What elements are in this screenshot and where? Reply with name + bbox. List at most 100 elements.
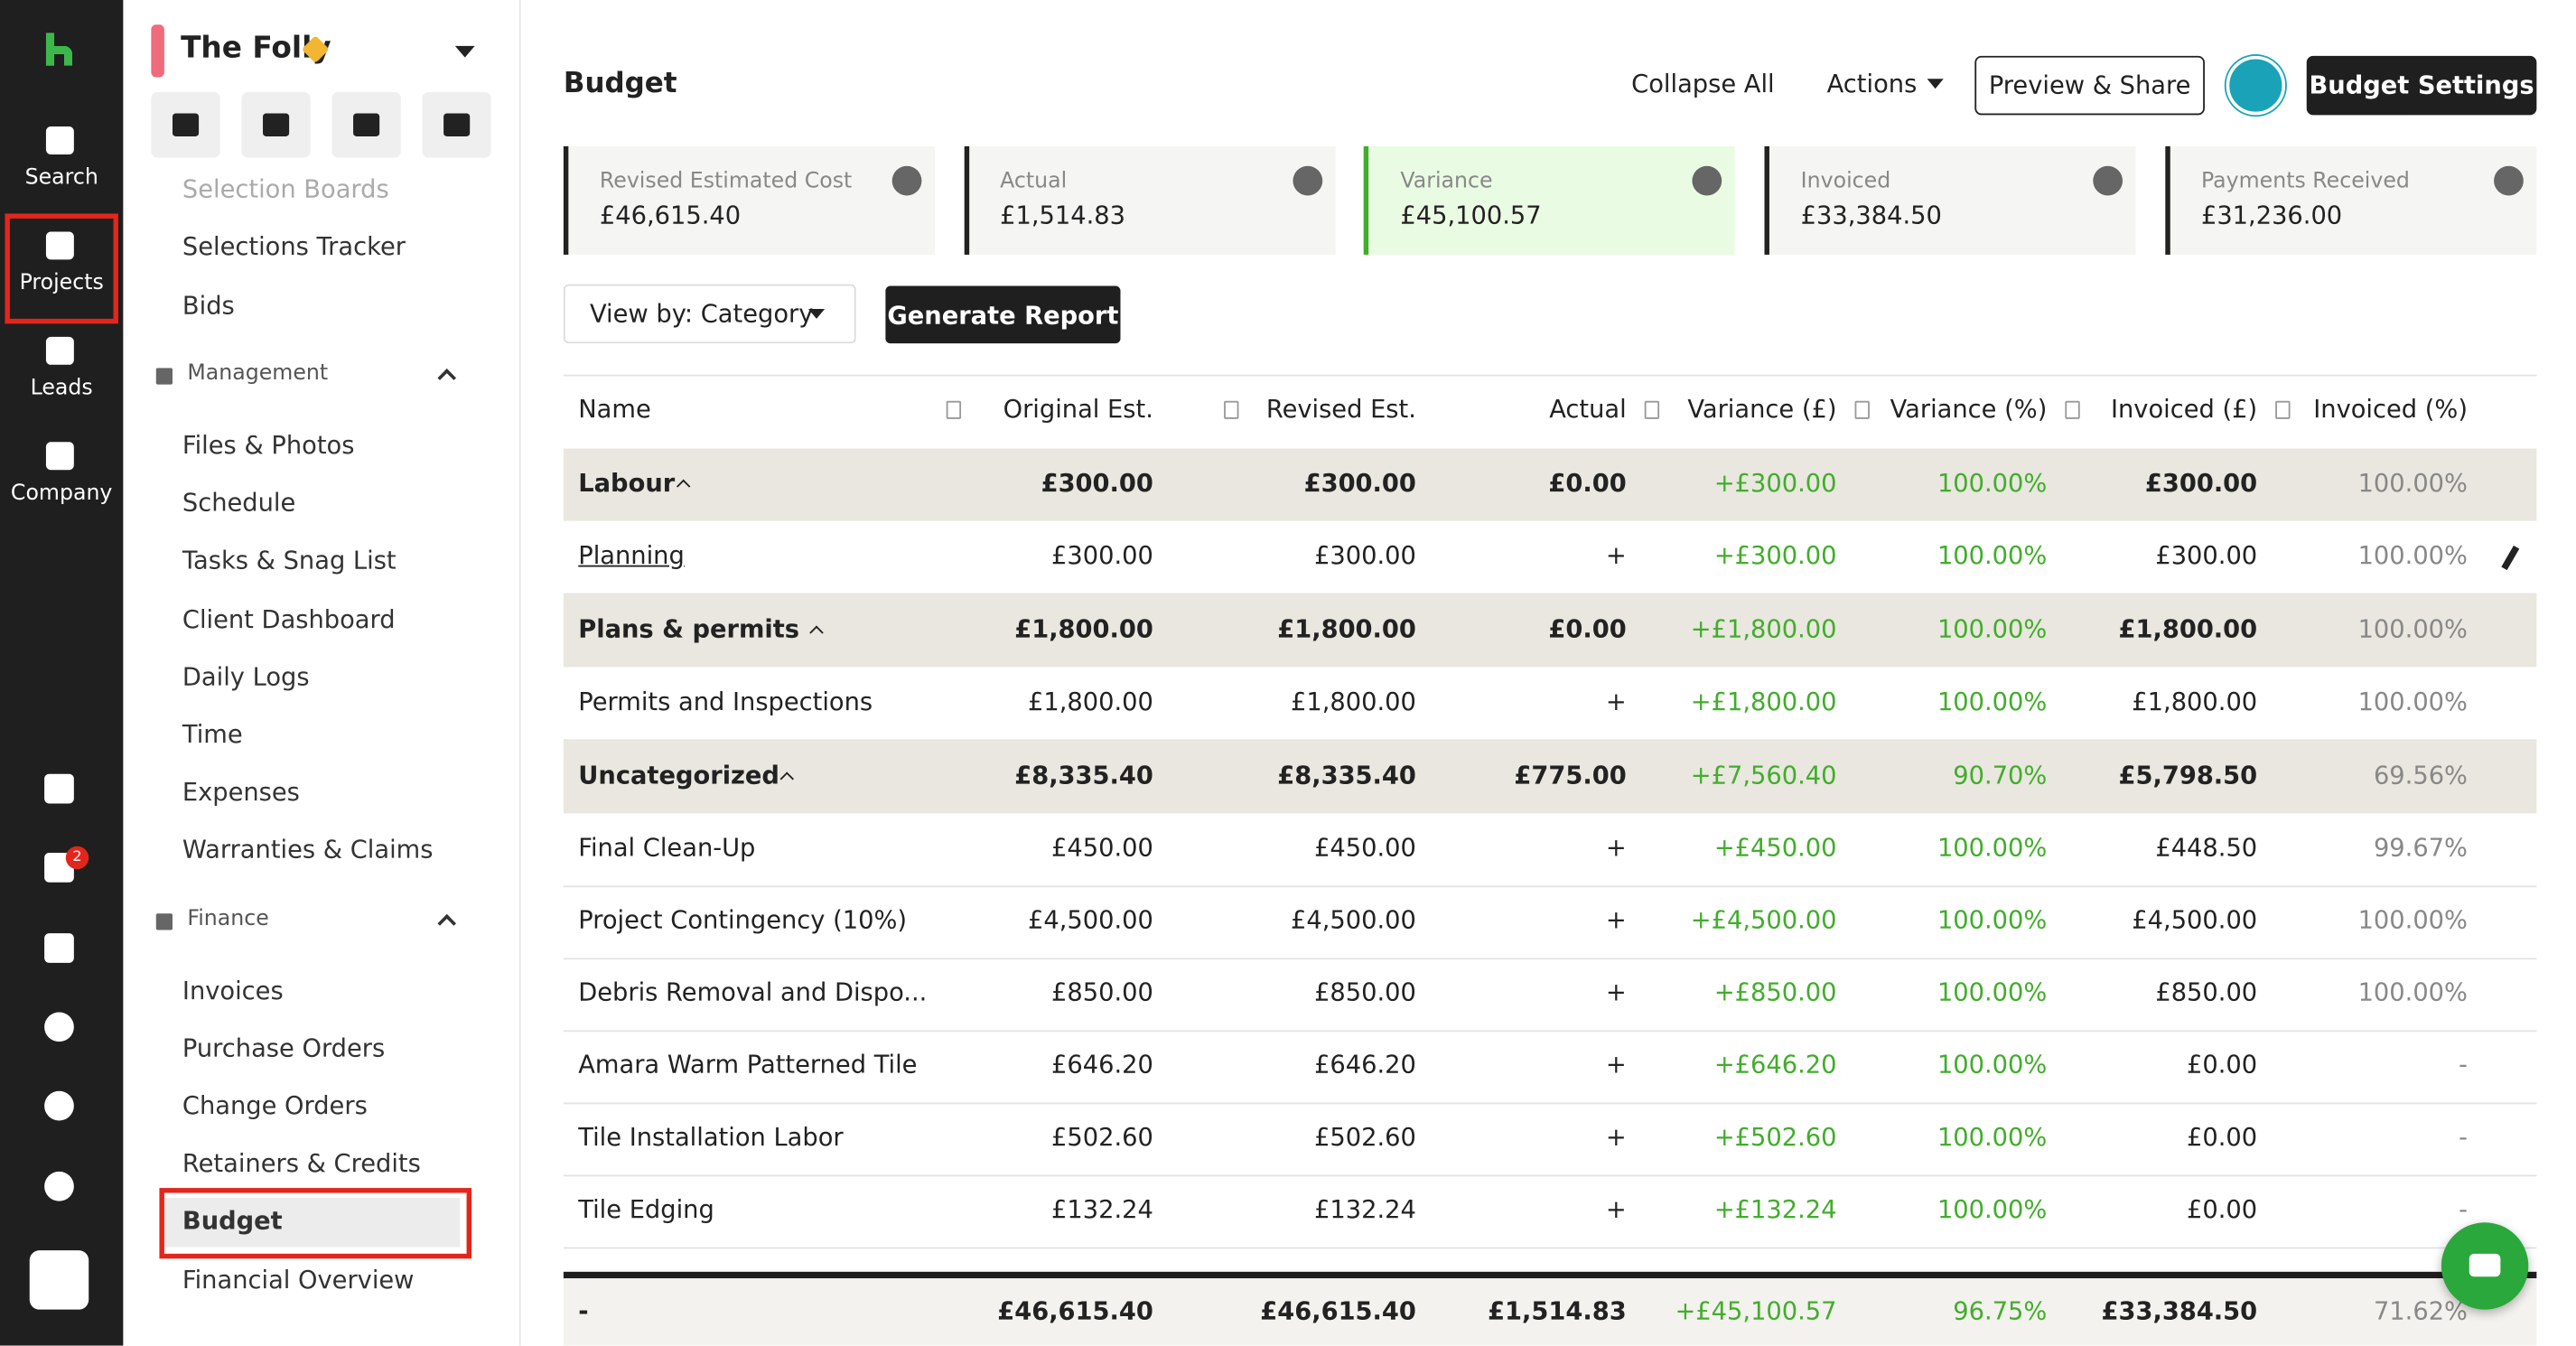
card-label: Invoiced <box>1800 169 1891 194</box>
info-icon[interactable] <box>891 165 922 196</box>
nav-icon[interactable] <box>44 1090 74 1121</box>
tool-button[interactable] <box>422 91 491 158</box>
tool-button[interactable] <box>331 91 401 158</box>
cell: £0.00 <box>2187 1122 2258 1153</box>
column-icon <box>1223 400 1239 419</box>
cell-name: Final Clean-Up <box>578 833 756 863</box>
cell: Invoiced (£) <box>2110 394 2258 425</box>
cell: £132.24 <box>1314 1194 1416 1225</box>
menu-item[interactable]: Financial Overview <box>182 1264 415 1295</box>
menu-item[interactable]: Bids <box>182 290 235 320</box>
nav-label[interactable]: Company <box>10 481 113 507</box>
row-border <box>563 1247 2537 1249</box>
cell: £46,615.40 <box>997 1296 1153 1326</box>
generate-report[interactable]: Generate Report <box>885 285 1121 344</box>
project-sidebar: The Folly Selection Boards Selections Trac… <box>123 0 521 1346</box>
cell: £4,500.00 <box>1028 905 1153 935</box>
menu-item[interactable]: Change Orders <box>182 1090 368 1121</box>
menu-item[interactable]: Client Dashboard <box>182 603 396 634</box>
info-icon[interactable] <box>1693 165 1722 196</box>
nav-label[interactable]: Search <box>24 165 98 191</box>
cell: £46,615.40 <box>1260 1296 1416 1326</box>
cell: 100.00% <box>1937 1194 2048 1225</box>
menu-item[interactable]: Schedule <box>182 488 296 519</box>
tool-icon <box>353 113 380 136</box>
actions-caret <box>1927 79 1944 89</box>
menu-item[interactable]: Retainers & Credits <box>182 1148 421 1179</box>
nav-icon[interactable] <box>44 1012 74 1042</box>
info-icon[interactable] <box>1292 165 1322 196</box>
tool-button[interactable] <box>241 91 311 158</box>
menu-item[interactable]: Budget <box>182 1206 283 1237</box>
collapse-chevron <box>437 368 457 388</box>
cell-name: Tile Edging <box>578 1194 714 1225</box>
budget-settings[interactable]: Budget Settings <box>2306 55 2537 116</box>
cell: £850.00 <box>2155 977 2258 1007</box>
cell-name: Name <box>578 394 651 425</box>
cell: 100.00% <box>1937 687 2048 717</box>
edit-icon[interactable] <box>2501 545 2520 571</box>
nav-icon <box>45 336 74 365</box>
menu-group[interactable]: Management <box>187 360 329 387</box>
table-top-border <box>563 374 2537 377</box>
cell: + <box>1605 1050 1627 1080</box>
cell: £33,384.50 <box>2101 1296 2258 1326</box>
chat-icon <box>2469 1253 2501 1277</box>
info-icon[interactable] <box>2493 165 2524 196</box>
menu-item[interactable]: Time <box>182 719 243 750</box>
cell: 100.00% <box>2357 614 2468 645</box>
selected-highlight <box>159 1188 472 1259</box>
cell: £0.00 <box>1548 614 1627 645</box>
user-avatar[interactable] <box>2226 55 2286 116</box>
nav-label[interactable]: Projects <box>19 271 104 296</box>
menu-item[interactable]: Invoices <box>182 975 284 1005</box>
column-icon <box>947 400 962 419</box>
column-icon <box>1854 400 1870 419</box>
cell: £502.60 <box>1051 1122 1153 1153</box>
cell-name: Amara Warm Patterned Tile <box>578 1050 918 1080</box>
card-label: Variance <box>1400 169 1493 194</box>
nav-icon <box>45 442 74 471</box>
nav-icon[interactable] <box>44 773 74 804</box>
menu-item[interactable]: Tasks & Snag List <box>182 546 397 576</box>
menu-item[interactable]: Purchase Orders <box>182 1033 386 1063</box>
nav-icon[interactable] <box>44 1171 74 1201</box>
card-label: Revised Estimated Cost <box>599 169 853 194</box>
project-color <box>151 24 164 78</box>
collapse-all[interactable]: Collapse All <box>1631 69 1775 99</box>
cell: 90.70% <box>1953 761 2048 790</box>
cell: £646.20 <box>1314 1050 1416 1080</box>
cell: £8,335.40 <box>1014 761 1153 790</box>
menu-group[interactable]: Finance <box>187 906 269 931</box>
cell: Actual <box>1549 394 1627 425</box>
cell: +£300.00 <box>1713 540 1837 571</box>
view-select[interactable]: View by: Category <box>563 284 856 344</box>
menu-item[interactable]: Expenses <box>182 777 300 808</box>
cell: £300.00 <box>1314 540 1416 571</box>
cell-name[interactable]: Planning <box>578 540 685 571</box>
card-value: £45,100.57 <box>1400 200 1542 230</box>
nav-label[interactable]: Leads <box>30 376 93 401</box>
preview-share[interactable]: Preview & Share <box>1974 55 2205 116</box>
cell: £4,500.00 <box>2132 905 2258 935</box>
menu-item[interactable]: Warranties & Claims <box>182 835 434 865</box>
page-title: Budget <box>563 67 677 100</box>
cell: Original Est. <box>1003 394 1153 425</box>
menu-item[interactable]: Selections Tracker <box>182 232 406 262</box>
cell: £448.50 <box>2155 833 2258 863</box>
tool-button[interactable] <box>151 91 220 158</box>
info-icon[interactable] <box>2093 165 2123 196</box>
menu-item[interactable]: Daily Logs <box>182 661 310 692</box>
column-icon <box>2274 400 2291 419</box>
cell: 100.00% <box>1937 1122 2048 1153</box>
group-row <box>563 594 2537 668</box>
actions[interactable]: Actions <box>1826 69 1918 99</box>
menu-item[interactable]: Files & Photos <box>182 430 355 461</box>
cell: 100.00% <box>2357 977 2468 1007</box>
cell: +£300.00 <box>1713 468 1837 499</box>
cell-name: - <box>578 1296 589 1326</box>
menu-item[interactable]: Selection Boards <box>182 173 389 204</box>
cell-name: Permits and Inspections <box>578 687 873 717</box>
nav-icon[interactable] <box>44 933 74 963</box>
select-caret <box>807 308 826 319</box>
